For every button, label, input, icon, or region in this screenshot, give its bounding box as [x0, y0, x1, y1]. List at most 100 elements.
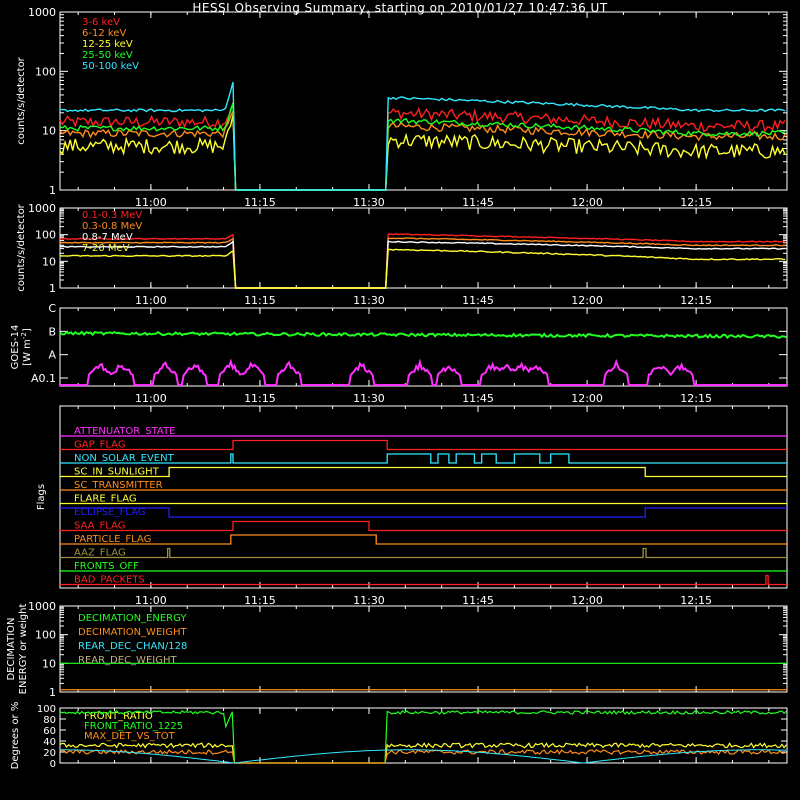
- lc-legend-entry: 50-100 keV: [82, 61, 139, 72]
- dec-frame: [59, 605, 788, 693]
- ratio-ytick-label: 100: [37, 704, 56, 715]
- lc-ylabel-group: counts/s/detector: [16, 56, 27, 144]
- dec-ytick-label: 1: [49, 686, 56, 699]
- flags-xtick-label: 11:00: [135, 594, 167, 607]
- hi-ylabel-group: counts/s/detector: [16, 203, 27, 291]
- hi-ylabel: counts/s/detector: [16, 203, 27, 291]
- lc-series-line: [59, 81, 786, 191]
- flag-label: NON_SOLAR_EVENT: [74, 453, 175, 464]
- ratio-series-line: [59, 742, 787, 764]
- ratio-series-line: [59, 748, 787, 764]
- lc-ytick-label: 1000: [28, 6, 56, 19]
- flag-line: [60, 520, 787, 532]
- lc-ytick-label: 1: [49, 184, 56, 197]
- lc-series-line: [59, 114, 786, 191]
- ratio-ytick-label: 0: [50, 759, 56, 770]
- lc-series-line: [59, 110, 786, 191]
- flag-line: [60, 466, 787, 478]
- dec-ylabel: ENERGY or weight: [18, 604, 29, 695]
- ratio-ylabel: Degrees or %: [10, 702, 21, 770]
- ratio-angle-line: [60, 749, 788, 764]
- flag-label: AAZ_FLAG: [74, 548, 126, 559]
- goes-xtick-label: 11:00: [135, 392, 167, 405]
- flags-frame: [59, 405, 788, 589]
- lc-ytick-label: 100: [35, 65, 56, 78]
- goes-short-line: [60, 358, 787, 386]
- goes-ylabel: GOES-14: [10, 325, 21, 370]
- hi-ytick-label: 10: [42, 255, 56, 268]
- dec-legend-entry: DECIMATION_ENERGY: [78, 613, 187, 624]
- lc-series-line: [59, 103, 786, 191]
- lc-legend-entry: 6-12 keV: [82, 28, 126, 39]
- dec-legend-entry: DECIMATION_WEIGHT: [78, 627, 187, 638]
- flags-ylabel: Flags: [36, 484, 47, 510]
- hi-legend-entry: 0.3-0.8 MeV: [82, 221, 142, 232]
- hi-ytick-label: 1: [49, 282, 56, 295]
- hi-series-line: [59, 233, 786, 289]
- hi-ytick-label: 100: [35, 229, 56, 242]
- lc-xtick-label: 11:15: [244, 196, 276, 209]
- flag-line: [60, 574, 787, 586]
- flag-label: BAD_PACKETS: [74, 575, 145, 586]
- flag-label: PARTICLE_FLAG: [74, 534, 151, 545]
- lc-legend-entry: 3-6 keV: [82, 17, 120, 28]
- flag-label: SAA_FLAG: [74, 521, 125, 532]
- hi-xtick-label: 11:00: [135, 294, 167, 307]
- hi-xtick-label: 12:15: [680, 294, 712, 307]
- flag-line: [60, 507, 787, 518]
- flag-label: GAP_FLAG: [74, 440, 126, 451]
- hi-series-line: [59, 240, 786, 289]
- flags-xtick-label: 11:15: [244, 594, 276, 607]
- hi-legend-entry: 0.8-7 MeV: [82, 232, 133, 243]
- goes-frame: [59, 307, 788, 387]
- flag-line: [60, 534, 787, 545]
- lc-xtick-label: 11:00: [135, 196, 167, 209]
- goes-ylabel-group: GOES-14 [W m-2]: [10, 325, 33, 370]
- goes-ytick-label: B: [48, 325, 56, 338]
- hi-frame: [59, 207, 788, 289]
- flag-line: [60, 453, 787, 464]
- flag-line: [60, 439, 787, 451]
- goes-xtick-label: 11:15: [244, 392, 276, 405]
- lc-frame: [59, 11, 788, 191]
- hi-xtick-label: 11:45: [462, 294, 494, 307]
- dec-ytick-label: 1000: [28, 600, 56, 613]
- flags-xtick-label: 12:00: [571, 594, 603, 607]
- ratio-ytick-label: 60: [43, 726, 56, 737]
- goes-ylabel: [W m-2]: [20, 328, 33, 366]
- goes-long-line: [59, 330, 787, 340]
- dec-legend-entry: REAR_DEC_CHAN/128: [78, 641, 187, 652]
- flag-label: FRONTS_OFF: [74, 561, 139, 572]
- lc-legend-entry: 25-50 keV: [82, 50, 133, 61]
- lc-legend-entry: 12-25 keV: [82, 39, 133, 50]
- goes-ytick-label: A0.1: [31, 372, 56, 385]
- flags-xtick-label: 12:15: [680, 594, 712, 607]
- dec-legend-entry: REAR_DEC_WEIGHT: [78, 655, 177, 666]
- goes-xtick-label: 12:15: [680, 392, 712, 405]
- ratio-legend-entry: FRONT_RATIO_1225: [84, 721, 183, 732]
- hi-xtick-label: 11:15: [244, 294, 276, 307]
- dec-ytick-label: 100: [35, 629, 56, 642]
- ratio-ytick-label: 80: [43, 715, 56, 726]
- ratio-legend-entry: FRONT_RATIO: [84, 711, 153, 722]
- hi-legend-entry: 7-20 MeV: [82, 243, 130, 254]
- hi-ytick-label: 1000: [28, 202, 56, 215]
- ratio-legend-entry: MAX_DET_VS_TOT: [84, 731, 176, 742]
- lc-xtick-label: 11:30: [353, 196, 385, 209]
- goes-xtick-label: 11:45: [462, 392, 494, 405]
- flag-line: [60, 547, 787, 559]
- ratio-ytick-label: 20: [43, 748, 56, 759]
- ratio-ytick-label: 40: [43, 737, 56, 748]
- flag-label: SC_IN_SUNLIGHT: [74, 467, 160, 478]
- goes-ylabel-part: ]: [22, 328, 33, 332]
- flag-label: ECLIPSE_FLAG: [74, 507, 145, 518]
- flags-xtick-label: 11:45: [462, 594, 494, 607]
- flag-label: SC_TRANSMITTER: [74, 480, 163, 491]
- ratio-ylabel-group: Degrees or %: [10, 702, 21, 770]
- hi-xtick-label: 12:00: [571, 294, 603, 307]
- goes-ytick-label: A: [48, 349, 56, 362]
- flag-label: FLARE_FLAG: [74, 494, 137, 505]
- goes-xtick-label: 11:30: [353, 392, 385, 405]
- ratio-series-line: [59, 709, 787, 764]
